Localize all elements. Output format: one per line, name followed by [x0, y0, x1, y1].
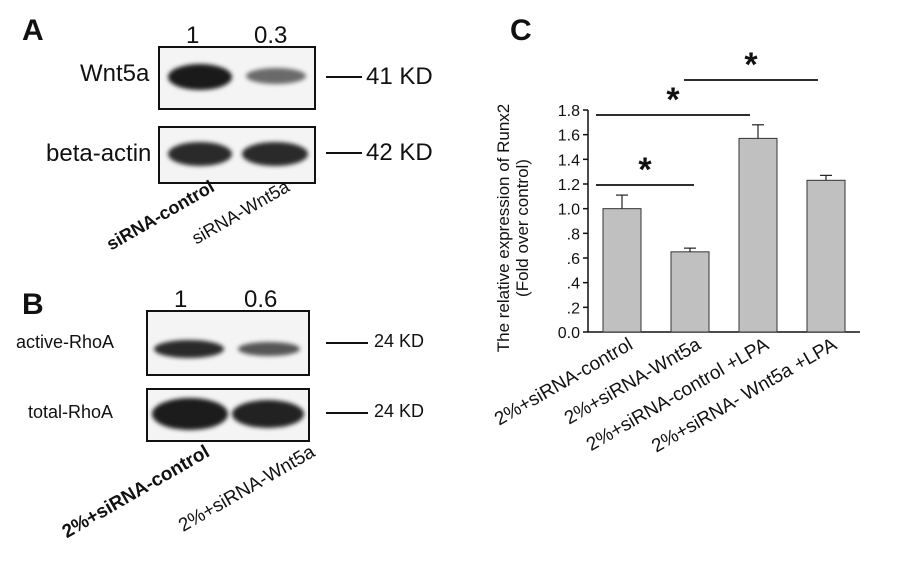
- row-label-beta-actin: beta-actin: [46, 140, 152, 167]
- row-label-total-rhoa: total-RhoA: [28, 402, 114, 422]
- band: [152, 398, 228, 430]
- y-tick-label: 1.4: [558, 152, 580, 169]
- marker-active-rhoa: 24 KD: [374, 331, 425, 351]
- y-tick-label: 0.0: [558, 325, 580, 342]
- blot-active-rhoa: [146, 310, 310, 376]
- y-tick-label: 1.8: [558, 103, 580, 120]
- marker-total-rhoa: 24 KD: [374, 401, 425, 421]
- panel-a-letter: A: [22, 14, 44, 47]
- y-tick-label: .2: [567, 300, 580, 317]
- band: [168, 142, 232, 166]
- band: [238, 342, 300, 356]
- band: [232, 400, 304, 428]
- panel-b-letter: B: [22, 288, 44, 321]
- lane-value-2: 0.3: [254, 22, 288, 49]
- y-tick-label: 1.0: [558, 202, 580, 219]
- significance-star: *: [744, 46, 758, 84]
- y-tick-label: .8: [567, 226, 580, 243]
- bar: [602, 208, 642, 333]
- bar: [738, 137, 778, 333]
- panel-c-letter: C: [510, 14, 532, 47]
- bar: [806, 179, 846, 333]
- y-axis-label-line1: The relative expression of Runx2: [494, 104, 513, 353]
- y-tick-label: 1.6: [558, 128, 580, 145]
- marker-line: [326, 342, 368, 344]
- band: [154, 340, 224, 358]
- bar: [670, 251, 710, 333]
- y-tick-label: .6: [567, 251, 580, 268]
- marker-line: [326, 152, 362, 154]
- blot-wnt5a: [158, 46, 316, 110]
- y-tick-label: 1.2: [558, 177, 580, 194]
- band: [168, 64, 232, 90]
- row-label-wnt5a: Wnt5a: [80, 60, 150, 87]
- band: [246, 68, 306, 84]
- band: [242, 142, 308, 166]
- lane-value-1: 1: [186, 22, 200, 49]
- blot-total-rhoa: [146, 388, 310, 442]
- lane-value-1: 1: [174, 286, 188, 313]
- marker-beta-actin: 42 KD: [366, 139, 433, 166]
- marker-line: [326, 412, 368, 414]
- marker-wnt5a: 41 KD: [366, 63, 433, 90]
- y-axis-label-line2: (Fold over control): [513, 159, 532, 297]
- y-tick-label: .4: [567, 276, 580, 293]
- lane-value-2: 0.6: [244, 286, 278, 313]
- row-label-active-rhoa: active-RhoA: [16, 332, 115, 352]
- marker-line: [326, 76, 362, 78]
- significance-star: *: [638, 151, 652, 189]
- significance-star: *: [666, 81, 680, 119]
- blot-beta-actin: [158, 126, 316, 184]
